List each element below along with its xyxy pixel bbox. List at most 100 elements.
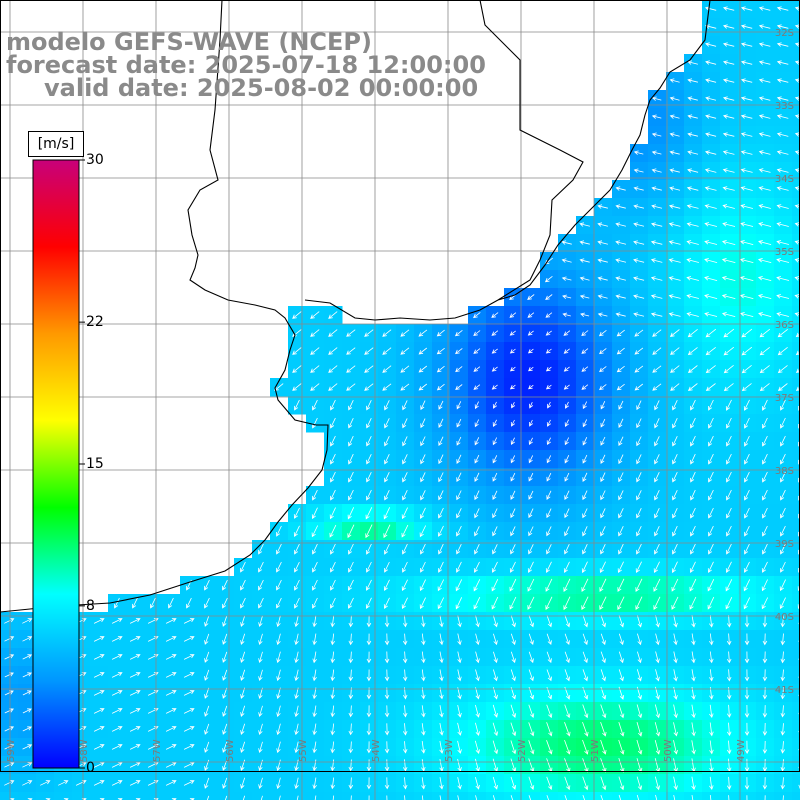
wind-arrow bbox=[330, 759, 336, 772]
wind-arrow bbox=[687, 383, 698, 392]
wind-arrow bbox=[511, 402, 516, 409]
wind-arrow bbox=[258, 561, 264, 573]
wind-arrow bbox=[654, 472, 660, 483]
wind-arrow bbox=[579, 258, 590, 263]
wind-arrow bbox=[669, 168, 680, 173]
wind-arrow bbox=[421, 795, 424, 800]
wind-arrow bbox=[687, 150, 699, 155]
wind-arrow bbox=[294, 669, 299, 682]
wind-arrow bbox=[636, 454, 642, 465]
wind-arrow bbox=[474, 740, 480, 755]
wind-arrow bbox=[292, 365, 302, 373]
wind-arrow bbox=[600, 739, 607, 755]
wind-arrow bbox=[4, 708, 14, 714]
wind-arrow bbox=[780, 561, 786, 573]
wind-arrow bbox=[312, 543, 318, 555]
lon-label: 57W bbox=[152, 739, 163, 762]
wind-arrow bbox=[579, 276, 590, 281]
wind-arrow bbox=[457, 615, 462, 628]
wind-arrow bbox=[707, 579, 715, 592]
wind-arrow bbox=[510, 526, 516, 537]
wind-arrow bbox=[726, 543, 732, 555]
wind-arrow bbox=[27, 798, 33, 800]
wind-arrow bbox=[418, 329, 428, 337]
wind-cell bbox=[792, 522, 800, 541]
wind-arrow bbox=[794, 96, 800, 101]
wind-arrow bbox=[276, 597, 282, 609]
wind-arrow bbox=[776, 222, 789, 227]
wind-arrow bbox=[615, 276, 627, 281]
wind-arrow bbox=[328, 365, 338, 373]
wind-arrow bbox=[637, 651, 642, 664]
wind-arrow bbox=[366, 741, 372, 754]
wind-arrow bbox=[402, 633, 408, 646]
wind-arrow bbox=[776, 186, 789, 191]
wind-arrow bbox=[721, 240, 736, 245]
wind-arrow bbox=[312, 597, 318, 609]
wind-arrow bbox=[346, 383, 356, 391]
wind-arrow bbox=[615, 312, 626, 317]
wind-arrow bbox=[129, 654, 141, 660]
wind-arrow bbox=[111, 636, 123, 642]
wind-arrow bbox=[475, 722, 480, 737]
wind-arrow bbox=[111, 726, 123, 732]
wind-arrow bbox=[510, 508, 516, 519]
wind-arrow bbox=[93, 654, 105, 660]
wind-cell bbox=[792, 144, 800, 163]
wind-arrow bbox=[704, 150, 717, 155]
wind-arrow bbox=[473, 330, 481, 337]
wind-arrow bbox=[546, 544, 552, 555]
wind-arrow bbox=[762, 489, 768, 501]
wind-arrow bbox=[421, 651, 426, 664]
wind-arrow bbox=[457, 669, 462, 682]
wind-arrow bbox=[294, 759, 299, 772]
wind-arrow bbox=[686, 186, 699, 191]
wind-arrow bbox=[581, 384, 589, 390]
wind-arrow bbox=[776, 60, 789, 65]
wind-arrow bbox=[240, 561, 246, 573]
wind-arrow bbox=[546, 795, 550, 800]
wind-arrow bbox=[725, 597, 733, 610]
wind-arrow bbox=[668, 222, 681, 227]
wind-arrow bbox=[384, 669, 390, 682]
wind-arrow bbox=[165, 618, 177, 624]
wind-arrow bbox=[599, 561, 606, 574]
wind-arrow bbox=[686, 204, 699, 209]
wind-cell bbox=[36, 792, 55, 800]
wind-arrow bbox=[510, 615, 516, 628]
wind-cell bbox=[792, 360, 800, 379]
wind-arrow bbox=[366, 615, 372, 628]
wind-arrow bbox=[492, 795, 496, 800]
wind-arrow bbox=[654, 508, 660, 519]
wind-arrow bbox=[618, 490, 624, 501]
wind-arrow bbox=[744, 471, 750, 483]
wind-arrow bbox=[615, 204, 626, 209]
wind-arrow bbox=[564, 776, 571, 791]
wind-arrow bbox=[616, 347, 625, 355]
wind-arrow bbox=[368, 795, 370, 800]
wind-arrow bbox=[475, 776, 480, 790]
wind-arrow bbox=[329, 507, 336, 520]
wind-arrow bbox=[600, 669, 606, 682]
wind-cell bbox=[108, 792, 127, 800]
wind-arrow bbox=[294, 777, 299, 790]
wind-arrow bbox=[401, 507, 408, 520]
wind-arrow bbox=[704, 258, 718, 263]
wind-arrow bbox=[93, 618, 105, 624]
wind-arrow bbox=[438, 507, 444, 519]
wind-arrow bbox=[690, 453, 696, 465]
wind-arrow bbox=[704, 240, 718, 245]
wind-arrow bbox=[312, 417, 318, 429]
wind-arrow bbox=[330, 597, 336, 609]
wind-arrow bbox=[527, 578, 535, 592]
wind-arrow bbox=[330, 471, 336, 483]
wind-arrow bbox=[204, 597, 210, 609]
wind-arrow bbox=[687, 168, 699, 173]
wind-arrow bbox=[776, 42, 789, 47]
wind-arrow bbox=[709, 704, 714, 719]
wind-arrow bbox=[420, 543, 426, 555]
wind-arrow bbox=[204, 723, 210, 735]
wind-arrow bbox=[780, 777, 786, 790]
wind-arrow bbox=[758, 24, 771, 29]
wind-arrow bbox=[183, 636, 195, 642]
